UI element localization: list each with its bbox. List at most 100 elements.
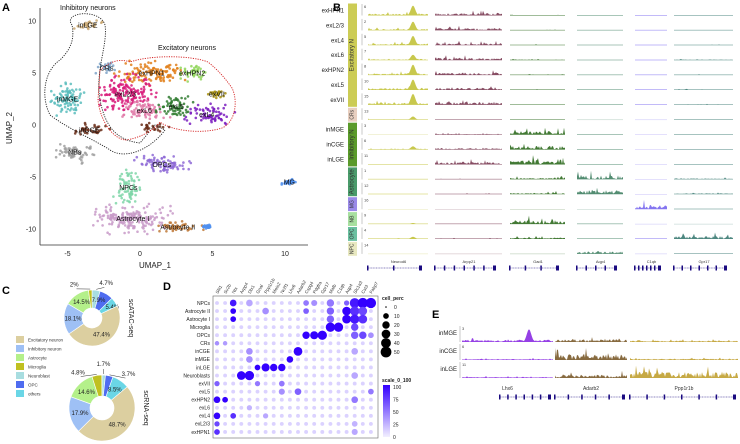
dot [254, 380, 261, 387]
dot [246, 356, 253, 363]
dot [320, 381, 325, 386]
track-row: 16 [361, 197, 733, 210]
umap-point [145, 105, 148, 109]
gene-exon [698, 265, 700, 271]
dot [239, 309, 244, 313]
dot [278, 388, 285, 395]
umap-point [191, 224, 195, 228]
umap-point [129, 63, 133, 67]
dot [279, 309, 284, 313]
umap-point [176, 98, 179, 101]
umap-point [185, 119, 189, 122]
umap-point [207, 116, 210, 120]
umap-point [158, 130, 162, 133]
track-scale: 1 [364, 168, 367, 173]
umap-point [125, 89, 129, 92]
umap-point [204, 225, 208, 229]
dot [325, 322, 336, 332]
umap-point [125, 211, 128, 214]
dot [312, 389, 317, 394]
track-signal [674, 74, 733, 76]
gene-exon [715, 265, 717, 271]
umap-point [169, 164, 172, 167]
umap-point [129, 101, 132, 104]
dot [279, 397, 284, 402]
umap-point [195, 112, 199, 115]
umap-point [212, 110, 216, 113]
cluster-label: exL2/3 [115, 91, 136, 98]
umap-point [139, 63, 142, 66]
gene-exon [594, 394, 597, 400]
track-signal [435, 119, 502, 120]
dot [336, 317, 341, 322]
umap-point [121, 99, 124, 103]
umap-point [156, 126, 159, 129]
umap-point [133, 112, 136, 116]
umap-point [170, 162, 174, 165]
track-label: inLGE [440, 367, 457, 373]
dot [368, 317, 373, 322]
track-signal [555, 347, 627, 360]
umap-point [90, 22, 93, 25]
dot [328, 421, 333, 426]
umap-point [161, 70, 165, 73]
dot [215, 357, 219, 362]
dot [279, 373, 284, 378]
umap-point [79, 101, 83, 104]
dot [213, 412, 221, 420]
umap-point [74, 146, 77, 149]
umap-point [165, 225, 168, 229]
umap-point [69, 91, 72, 95]
umap-point [110, 222, 114, 226]
dot [279, 430, 284, 434]
umap-point [184, 115, 188, 119]
umap-point [138, 96, 141, 99]
umap-point [111, 90, 114, 94]
gene-label: Adarb2 [583, 386, 599, 392]
umap-point [144, 70, 148, 74]
umap-point [121, 193, 124, 196]
umap-point [197, 66, 200, 69]
umap-point [151, 228, 155, 232]
dot [344, 389, 349, 394]
umap-point [215, 96, 218, 100]
dot [304, 405, 309, 410]
cluster-label: exL6 [137, 108, 152, 115]
umap-point [61, 90, 64, 93]
dot [287, 309, 292, 313]
dot [358, 314, 368, 324]
umap-point [219, 95, 222, 99]
umap-point [80, 158, 83, 162]
size-legend-value: 20 [394, 323, 400, 329]
dot [368, 349, 373, 354]
track-signal [674, 29, 733, 31]
track-signal [462, 329, 553, 342]
umap-point [106, 216, 110, 220]
umap-point [127, 187, 130, 191]
dot [255, 357, 260, 362]
dot [214, 429, 220, 435]
track-signal [635, 15, 667, 16]
track-row: 9 [361, 212, 733, 225]
dot [223, 413, 228, 418]
size-legend-dot [383, 313, 389, 319]
umap-point [294, 180, 297, 184]
umap-point [131, 205, 134, 209]
umap-point [98, 215, 102, 219]
umap-point [134, 96, 137, 100]
size-legend-value: 40 [394, 341, 400, 347]
umap-point [73, 103, 77, 106]
umap-point [68, 109, 72, 112]
umap-point [203, 112, 207, 115]
track-scale: 11 [462, 362, 467, 367]
dot [215, 405, 219, 410]
gene-exon [556, 265, 559, 271]
umap-point [106, 68, 109, 72]
dot [261, 363, 270, 372]
umap-point [214, 90, 217, 94]
umap-point [64, 151, 68, 154]
umap-point [159, 223, 163, 227]
track-signal [635, 74, 667, 76]
umap-point [166, 75, 169, 79]
umap-point [83, 121, 87, 125]
